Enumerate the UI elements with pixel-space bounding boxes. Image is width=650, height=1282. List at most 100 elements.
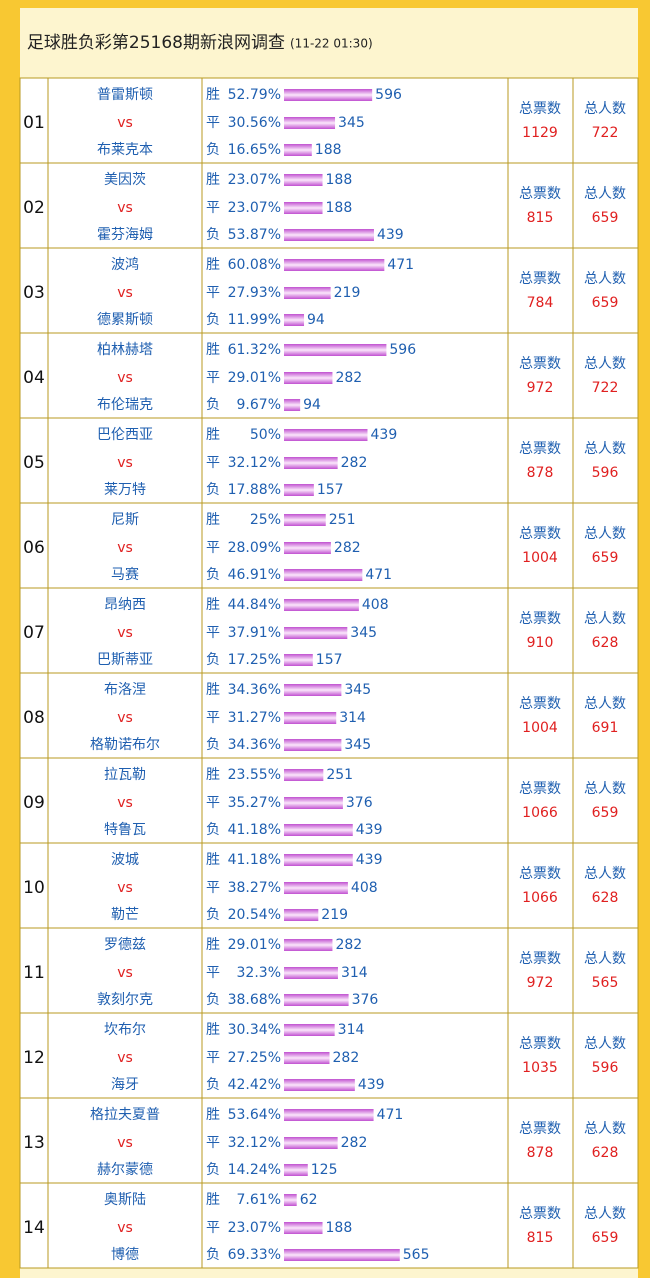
- count: 471: [387, 257, 414, 273]
- count: 282: [335, 370, 362, 386]
- pct-label: 41.18%: [228, 852, 281, 868]
- votes: 878: [527, 465, 554, 481]
- votes-label: 总票数: [519, 186, 561, 202]
- title: 足球胜负彩第25168期新浪网调查: [27, 33, 285, 53]
- votes: 1004: [522, 720, 558, 736]
- people: 628: [592, 1145, 619, 1161]
- count: 471: [377, 1107, 404, 1123]
- away-team: 莱万特: [104, 482, 146, 498]
- bar: [284, 1109, 374, 1121]
- bar: [284, 1249, 400, 1261]
- vs: vs: [117, 880, 133, 896]
- votes-label: 总票数: [519, 1036, 561, 1052]
- people: 659: [592, 295, 619, 311]
- count: 251: [329, 512, 356, 528]
- votes: 1066: [522, 890, 558, 906]
- vs: vs: [117, 1220, 133, 1236]
- option-label: 平: [206, 965, 220, 981]
- pct-label: 60.08%: [228, 257, 281, 273]
- away-team: 敦刻尔克: [97, 992, 153, 1008]
- bar: [284, 712, 337, 724]
- vs: vs: [117, 455, 133, 471]
- option-label: 负: [206, 482, 220, 498]
- option-label: 负: [206, 1162, 220, 1178]
- match-no: 02: [23, 198, 45, 218]
- pct-label: 52.79%: [228, 87, 281, 103]
- count: 251: [326, 767, 353, 783]
- home-team: 罗德兹: [104, 937, 146, 953]
- bar: [284, 174, 323, 186]
- away-team: 布伦瑞克: [97, 397, 153, 413]
- votes-label: 总票数: [519, 951, 561, 967]
- home-team: 波城: [111, 852, 139, 868]
- option-label: 胜: [206, 1107, 220, 1123]
- match-no: 06: [23, 538, 45, 558]
- bar: [284, 514, 326, 526]
- bar: [284, 484, 314, 496]
- home-team: 昂纳西: [104, 597, 146, 613]
- bar: [284, 1079, 355, 1091]
- count: 408: [351, 880, 378, 896]
- option-label: 平: [206, 795, 220, 811]
- people-label: 总人数: [584, 1036, 626, 1052]
- count: 62: [300, 1192, 318, 1208]
- pct-label: 41.18%: [228, 822, 281, 838]
- option-label: 平: [206, 455, 220, 471]
- bar: [284, 287, 331, 299]
- count: 439: [371, 427, 398, 443]
- option-label: 平: [206, 540, 220, 556]
- pct-label: 38.27%: [228, 880, 281, 896]
- away-team: 特鲁瓦: [104, 822, 146, 838]
- bar: [284, 1052, 330, 1064]
- vs: vs: [117, 370, 133, 386]
- count: 157: [317, 482, 344, 498]
- people-label: 总人数: [584, 696, 626, 712]
- votes-label: 总票数: [519, 866, 561, 882]
- away-team: 海牙: [111, 1077, 139, 1093]
- people-label: 总人数: [584, 951, 626, 967]
- votes: 972: [527, 380, 554, 396]
- option-label: 平: [206, 115, 220, 131]
- match-no: 10: [23, 878, 45, 898]
- count: 376: [346, 795, 373, 811]
- pct-label: 25%: [250, 512, 281, 528]
- vs: vs: [117, 795, 133, 811]
- bar: [284, 654, 313, 666]
- votes: 815: [527, 210, 554, 226]
- bar: [284, 739, 342, 751]
- people: 659: [592, 805, 619, 821]
- vs: vs: [117, 540, 133, 556]
- bar: [284, 939, 333, 951]
- home-team: 普雷斯顿: [97, 87, 153, 103]
- option-label: 平: [206, 285, 220, 301]
- pct-label: 53.64%: [228, 1107, 281, 1123]
- count: 376: [352, 992, 379, 1008]
- option-label: 平: [206, 1135, 220, 1151]
- count: 314: [341, 965, 368, 981]
- pct-label: 17.25%: [228, 652, 281, 668]
- bar: [284, 1164, 308, 1176]
- people: 691: [592, 720, 619, 736]
- pct-label: 61.32%: [228, 342, 281, 358]
- away-team: 布莱克本: [97, 142, 153, 158]
- count: 565: [403, 1247, 430, 1263]
- count: 439: [377, 227, 404, 243]
- pct-label: 27.25%: [228, 1050, 281, 1066]
- people-label: 总人数: [584, 356, 626, 372]
- votes: 815: [527, 1230, 554, 1246]
- count: 345: [344, 737, 371, 753]
- votes: 784: [527, 295, 554, 311]
- option-label: 负: [206, 652, 220, 668]
- votes: 1129: [522, 125, 558, 141]
- votes: 878: [527, 1145, 554, 1161]
- bar: [284, 569, 363, 581]
- people: 659: [592, 210, 619, 226]
- count: 439: [358, 1077, 385, 1093]
- option-label: 胜: [206, 682, 220, 698]
- home-team: 格拉夫夏普: [90, 1107, 160, 1123]
- pct-label: 34.36%: [228, 682, 281, 698]
- home-team: 奥斯陆: [104, 1191, 146, 1208]
- pct-label: 29.01%: [228, 370, 281, 386]
